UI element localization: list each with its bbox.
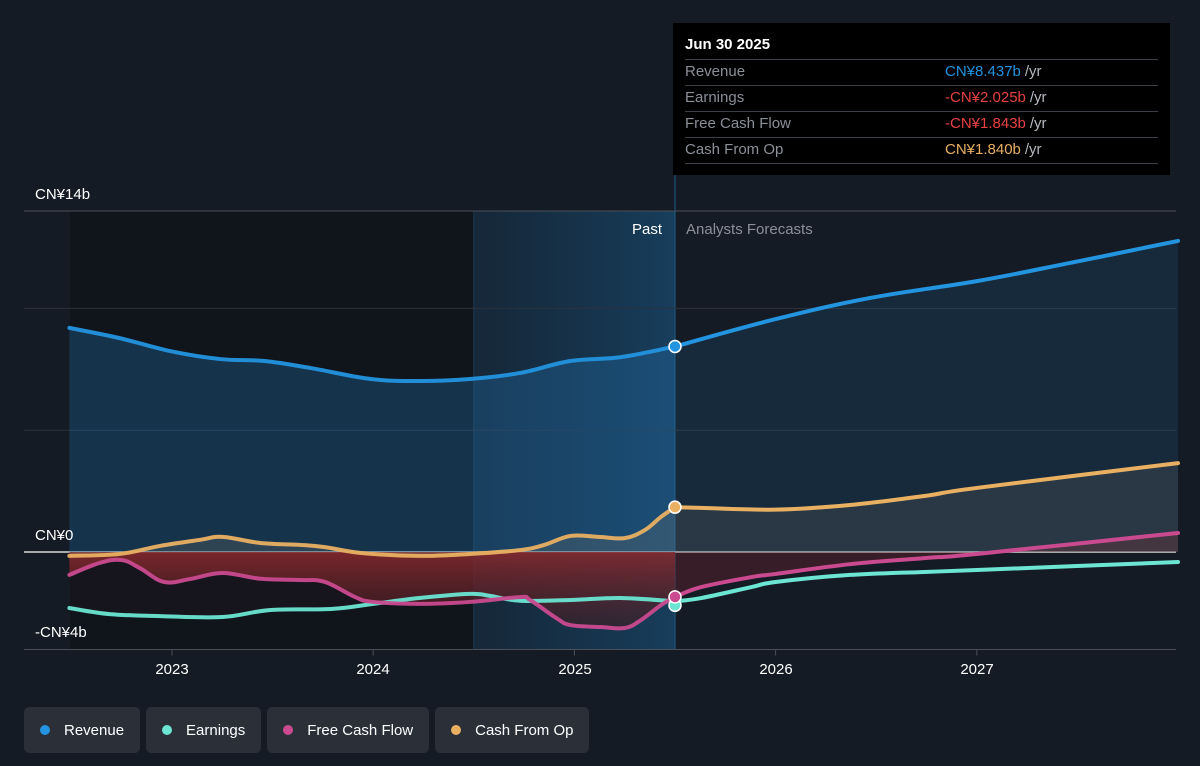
revenue-past-area [69,327,675,552]
tooltip-row-cash-from-op: Cash From Op CN¥1.840b /yr [685,138,1158,164]
free-cash-flow-forecast-line [673,530,1180,599]
legend-label: Earnings [186,721,246,739]
free-cash-flow-forecast-area [675,532,1178,597]
x-tick-label-2023: 2023 [155,661,188,678]
y-tick-label-bottom: -CN¥4b [35,624,87,641]
tooltip-date: Jun 30 2025 [685,35,1158,60]
free-cash-flow-past-line [67,557,677,631]
legend-label: Cash From Op [475,721,574,739]
tooltip-value: CN¥8.437b [945,63,1021,80]
forecast-label: Analysts Forecasts [686,221,813,238]
x-tick-label-2024: 2024 [356,661,389,678]
tooltip-label: Earnings [685,89,745,106]
x-tick-label-2026: 2026 [759,661,792,678]
legend-item-cash-from-op[interactable]: Cash From Op [435,707,590,753]
free-cash-flow-marker [668,590,682,604]
legend-dot-icon [162,725,173,735]
tooltip-label: Revenue [685,63,746,80]
x-tick-label-2027: 2027 [960,661,993,678]
legend-item-revenue[interactable]: Revenue [24,707,141,753]
tooltip-unit: /yr [1024,141,1042,158]
tooltip-value: -CN¥2.025b [945,89,1026,106]
earnings-forecast-line [673,559,1180,604]
past-label: Past [632,221,663,238]
legend: Revenue Earnings Free Cash Flow Cash Fro… [24,707,590,753]
tooltip-label: Free Cash Flow [685,115,791,132]
legend-dot-icon [40,725,50,735]
legend-dot-icon [451,725,462,735]
tooltip-row-free-cash-flow: Free Cash Flow -CN¥1.843b /yr [685,112,1158,138]
revenue-forecast-area [675,240,1178,553]
revenue-forecast-line [673,238,1180,349]
revenue-past-line [67,325,677,384]
tooltip-unit: /yr [1029,89,1047,106]
y-tick-label-zero: CN¥0 [35,527,73,544]
tooltip-unit: /yr [1024,63,1042,80]
legend-label: Free Cash Flow [307,721,414,739]
legend-label: Revenue [64,721,125,739]
earnings-past-line [67,591,677,620]
tooltip-row-revenue: Revenue CN¥8.437b /yr [685,60,1158,86]
tooltip-value: CN¥1.840b [945,141,1021,158]
tooltip-value: -CN¥1.843b [945,115,1026,132]
y-tick-label-top: CN¥14b [35,186,90,203]
cash-from-op-forecast-line [673,461,1180,512]
cash-from-op-marker [668,500,682,514]
revenue-marker [668,339,682,354]
legend-item-earnings[interactable]: Earnings [146,707,262,753]
cash-from-op-forecast-area [675,463,1178,552]
tooltip-unit: /yr [1029,115,1047,132]
legend-dot-icon [283,725,294,735]
cash-from-op-past-area [69,507,675,556]
tooltip-row-earnings: Earnings -CN¥2.025b /yr [685,86,1158,112]
tooltip-label: Cash From Op [685,141,784,158]
legend-item-free-cash-flow[interactable]: Free Cash Flow [267,707,430,753]
cash-from-op-past-line [67,505,677,558]
tooltip: Jun 30 2025 Revenue CN¥8.437b /yr Earnin… [673,23,1170,175]
x-tick-label-2025: 2025 [558,661,591,678]
